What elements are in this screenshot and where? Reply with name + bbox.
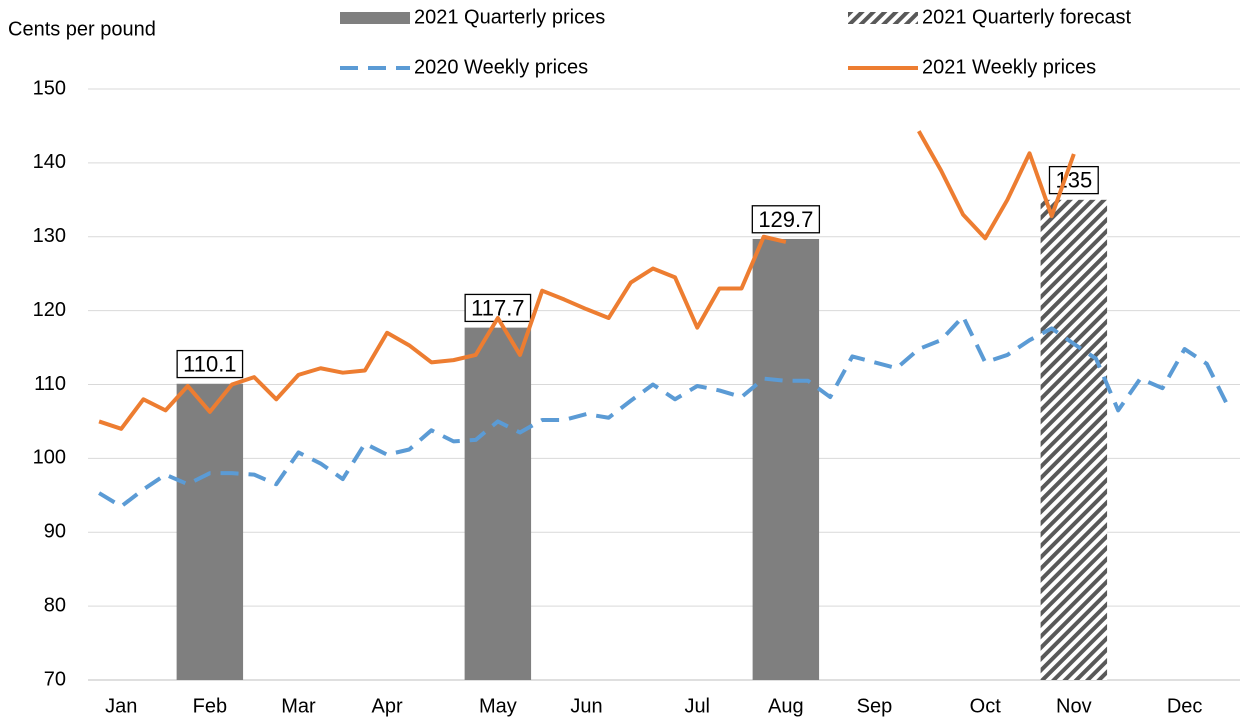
y-tick-label: 70 — [44, 668, 66, 690]
legend-label: 2021 Quarterly forecast — [922, 6, 1131, 28]
legend-label: 2021 Weekly prices — [922, 56, 1096, 78]
bar — [1040, 199, 1108, 680]
x-tick-label: May — [479, 695, 517, 717]
y-tick-label: 120 — [33, 299, 66, 321]
y-axis-label: Cents per pound — [8, 18, 156, 40]
x-tick-label: Jun — [570, 695, 602, 717]
data-label-box — [176, 349, 244, 379]
data-label: 129.7 — [758, 207, 813, 232]
x-tick-label: Sep — [857, 695, 893, 717]
y-tick-label: 110 — [34, 373, 66, 395]
legend-label: 2020 Weekly prices — [414, 56, 588, 78]
legend-swatch — [340, 12, 410, 24]
bar — [176, 383, 244, 680]
bar — [752, 238, 820, 680]
x-tick-label: Oct — [970, 695, 1002, 717]
x-tick-label: Apr — [372, 695, 403, 717]
legend-label: 2021 Quarterly prices — [414, 6, 605, 28]
y-tick-label: 80 — [44, 594, 66, 616]
y-tick-label: 140 — [33, 151, 66, 173]
x-tick-label: Jul — [684, 695, 710, 717]
y-tick-label: 100 — [33, 447, 66, 469]
x-tick-label: Aug — [768, 695, 804, 717]
data-label: 110.1 — [183, 352, 236, 377]
y-tick-label: 150 — [33, 77, 66, 99]
y-tick-label: 90 — [44, 521, 66, 543]
legend-swatch — [848, 12, 918, 24]
bar — [464, 327, 532, 680]
x-tick-label: Nov — [1056, 695, 1092, 717]
x-tick-label: Dec — [1167, 695, 1203, 717]
data-label-box — [751, 205, 821, 234]
x-tick-label: Jan — [105, 695, 137, 717]
y-tick-label: 130 — [33, 225, 66, 247]
data-label-box — [1048, 165, 1099, 195]
x-tick-label: Mar — [281, 695, 316, 717]
x-tick-label: Feb — [193, 695, 227, 717]
line — [98, 130, 1076, 431]
